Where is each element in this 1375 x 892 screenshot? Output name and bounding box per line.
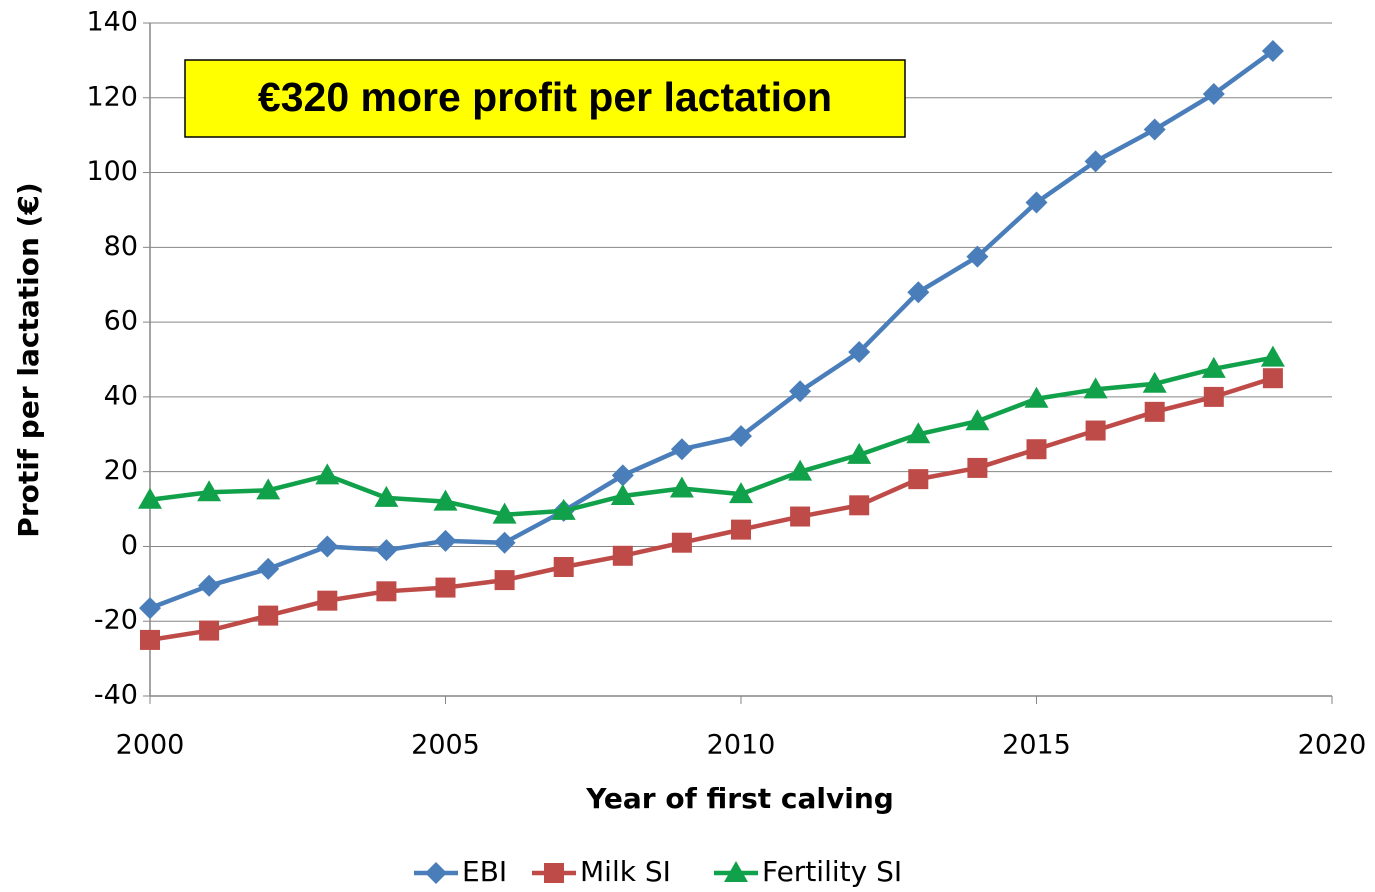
marker-triangle [1201,356,1226,378]
x-tick-label: 2000 [116,730,185,761]
marker-diamond [375,539,398,562]
marker-diamond [1025,191,1048,214]
marker-triangle [256,478,281,500]
legend-label: Fertility SI [762,855,902,888]
marker-diamond [425,862,447,884]
annotation-box [184,59,906,138]
marker-diamond [1261,40,1284,63]
marker-diamond [316,535,339,558]
x-tick-label: 2010 [707,730,776,761]
annotation: €320 more profit per lactation [258,74,832,120]
marker-triangle [138,487,162,509]
marker-triangle [847,442,872,464]
marker-square [612,545,633,566]
x-tick-label: 2020 [1298,730,1367,761]
x-tick-label: 2005 [411,730,480,761]
marker-triangle [724,861,748,882]
y-tick-label: 60 [104,306,138,337]
marker-diamond [966,245,989,268]
marker-triangle [1260,345,1285,367]
marker-diamond [789,380,812,403]
marker-diamond [670,438,693,461]
marker-triangle [1083,377,1108,399]
marks [138,40,1285,650]
marker-triangle [315,463,340,485]
y-tick-label: 40 [104,380,138,411]
marker-diamond [907,281,930,304]
marker-square [199,620,220,641]
marker-diamond [1202,83,1225,106]
marker-square [376,581,397,602]
marker-square [544,863,564,883]
x-tick-label: 2015 [1002,730,1071,761]
marker-diamond [1143,118,1166,141]
marker-triangle [197,480,222,502]
y-tick-label: -40 [94,680,138,711]
marker-square [258,605,279,626]
marker-triangle [433,489,458,511]
marker-triangle [729,482,753,504]
series-line [149,355,1274,517]
marker-square [494,570,515,591]
marker-square [1262,368,1283,389]
y-tick-label: -20 [94,605,138,636]
legend-label: Milk SI [580,855,671,888]
marker-square [849,495,870,516]
marker-diamond [493,531,516,554]
y-tick-label: 20 [104,455,138,486]
marker-square [908,469,929,490]
marker-square [790,506,811,527]
marker-triangle [906,422,931,444]
marker-triangle [1024,386,1049,408]
y-axis-title: Protif per lactation (€) [12,182,45,537]
marker-diamond [139,597,161,620]
marker-diamond [1084,150,1107,173]
marker-square [553,557,574,578]
x-axis-title: Year of first calving [585,782,894,815]
marker-square [1026,439,1047,460]
marker-triangle [551,498,576,520]
marker-triangle [965,409,990,431]
marker-triangle [788,459,813,481]
marker-triangle [610,483,635,505]
marker-square [140,629,160,650]
marker-diamond [198,574,221,597]
marker-triangle [669,476,694,498]
y-tick-label: 140 [86,7,138,38]
marker-square [1203,386,1224,407]
y-tick-label: 100 [86,156,138,187]
marker-diamond [730,425,752,448]
marker-diamond [848,341,871,364]
marker-square [435,577,456,598]
y-tick-label: 120 [86,81,138,112]
marker-diamond [434,529,457,552]
marker-triangle [492,502,517,524]
y-tick-label: 80 [104,231,138,262]
marker-diamond [611,464,634,487]
marker-triangle [1142,371,1167,393]
legend-label: EBI [462,855,507,888]
marker-square [317,590,338,611]
marker-square [1144,401,1165,422]
marker-triangle [374,485,399,507]
marker-square [1085,420,1106,441]
marker-square [967,457,988,478]
marker-diamond [257,557,280,580]
y-tick-label: 0 [121,530,138,561]
marker-square [671,532,692,553]
marker-square [731,519,751,540]
